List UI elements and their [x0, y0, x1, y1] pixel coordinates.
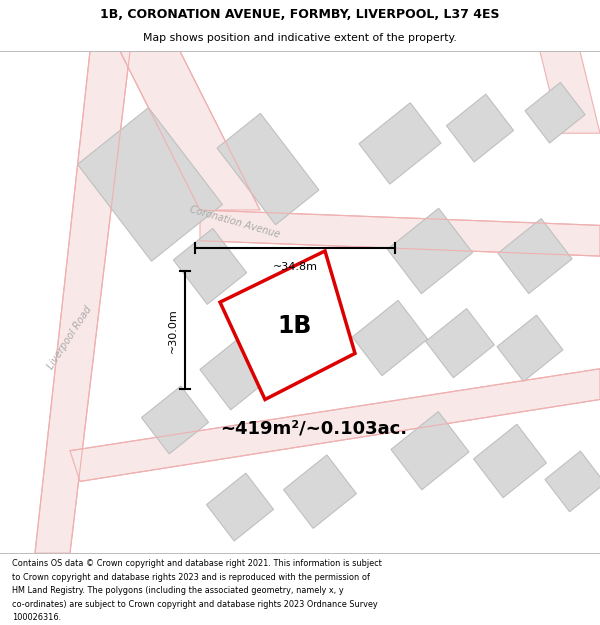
- Text: Map shows position and indicative extent of the property.: Map shows position and indicative extent…: [143, 33, 457, 43]
- Text: ~30.0m: ~30.0m: [168, 308, 178, 352]
- Text: ~34.8m: ~34.8m: [272, 262, 317, 272]
- Text: Coronation Avenue: Coronation Avenue: [189, 204, 281, 240]
- Polygon shape: [217, 113, 319, 225]
- Polygon shape: [284, 455, 356, 528]
- Polygon shape: [498, 219, 572, 294]
- Polygon shape: [120, 51, 260, 210]
- Polygon shape: [540, 51, 600, 133]
- Polygon shape: [35, 51, 130, 553]
- Polygon shape: [525, 82, 585, 143]
- Polygon shape: [446, 94, 514, 162]
- Polygon shape: [391, 412, 469, 490]
- Polygon shape: [473, 424, 547, 498]
- Text: 1B: 1B: [278, 314, 312, 338]
- Polygon shape: [220, 251, 355, 399]
- Polygon shape: [352, 301, 428, 376]
- Text: 1B, CORONATION AVENUE, FORMBY, LIVERPOOL, L37 4ES: 1B, CORONATION AVENUE, FORMBY, LIVERPOOL…: [100, 8, 500, 21]
- Polygon shape: [497, 315, 563, 381]
- Text: co-ordinates) are subject to Crown copyright and database rights 2023 Ordnance S: co-ordinates) are subject to Crown copyr…: [12, 600, 377, 609]
- Text: ~419m²/~0.103ac.: ~419m²/~0.103ac.: [220, 419, 407, 437]
- Text: Contains OS data © Crown copyright and database right 2021. This information is : Contains OS data © Crown copyright and d…: [12, 559, 382, 568]
- Polygon shape: [142, 386, 209, 454]
- Polygon shape: [388, 208, 473, 294]
- Polygon shape: [200, 210, 600, 256]
- Polygon shape: [359, 102, 441, 184]
- Polygon shape: [545, 451, 600, 512]
- Polygon shape: [173, 228, 247, 304]
- Polygon shape: [77, 107, 223, 261]
- Text: HM Land Registry. The polygons (including the associated geometry, namely x, y: HM Land Registry. The polygons (includin…: [12, 586, 344, 595]
- Text: Liverpool Road: Liverpool Road: [46, 305, 94, 371]
- Text: 100026316.: 100026316.: [12, 614, 61, 622]
- Polygon shape: [200, 338, 270, 410]
- Polygon shape: [425, 309, 494, 378]
- Text: to Crown copyright and database rights 2023 and is reproduced with the permissio: to Crown copyright and database rights 2…: [12, 572, 370, 581]
- Polygon shape: [206, 473, 274, 541]
- Polygon shape: [70, 369, 600, 481]
